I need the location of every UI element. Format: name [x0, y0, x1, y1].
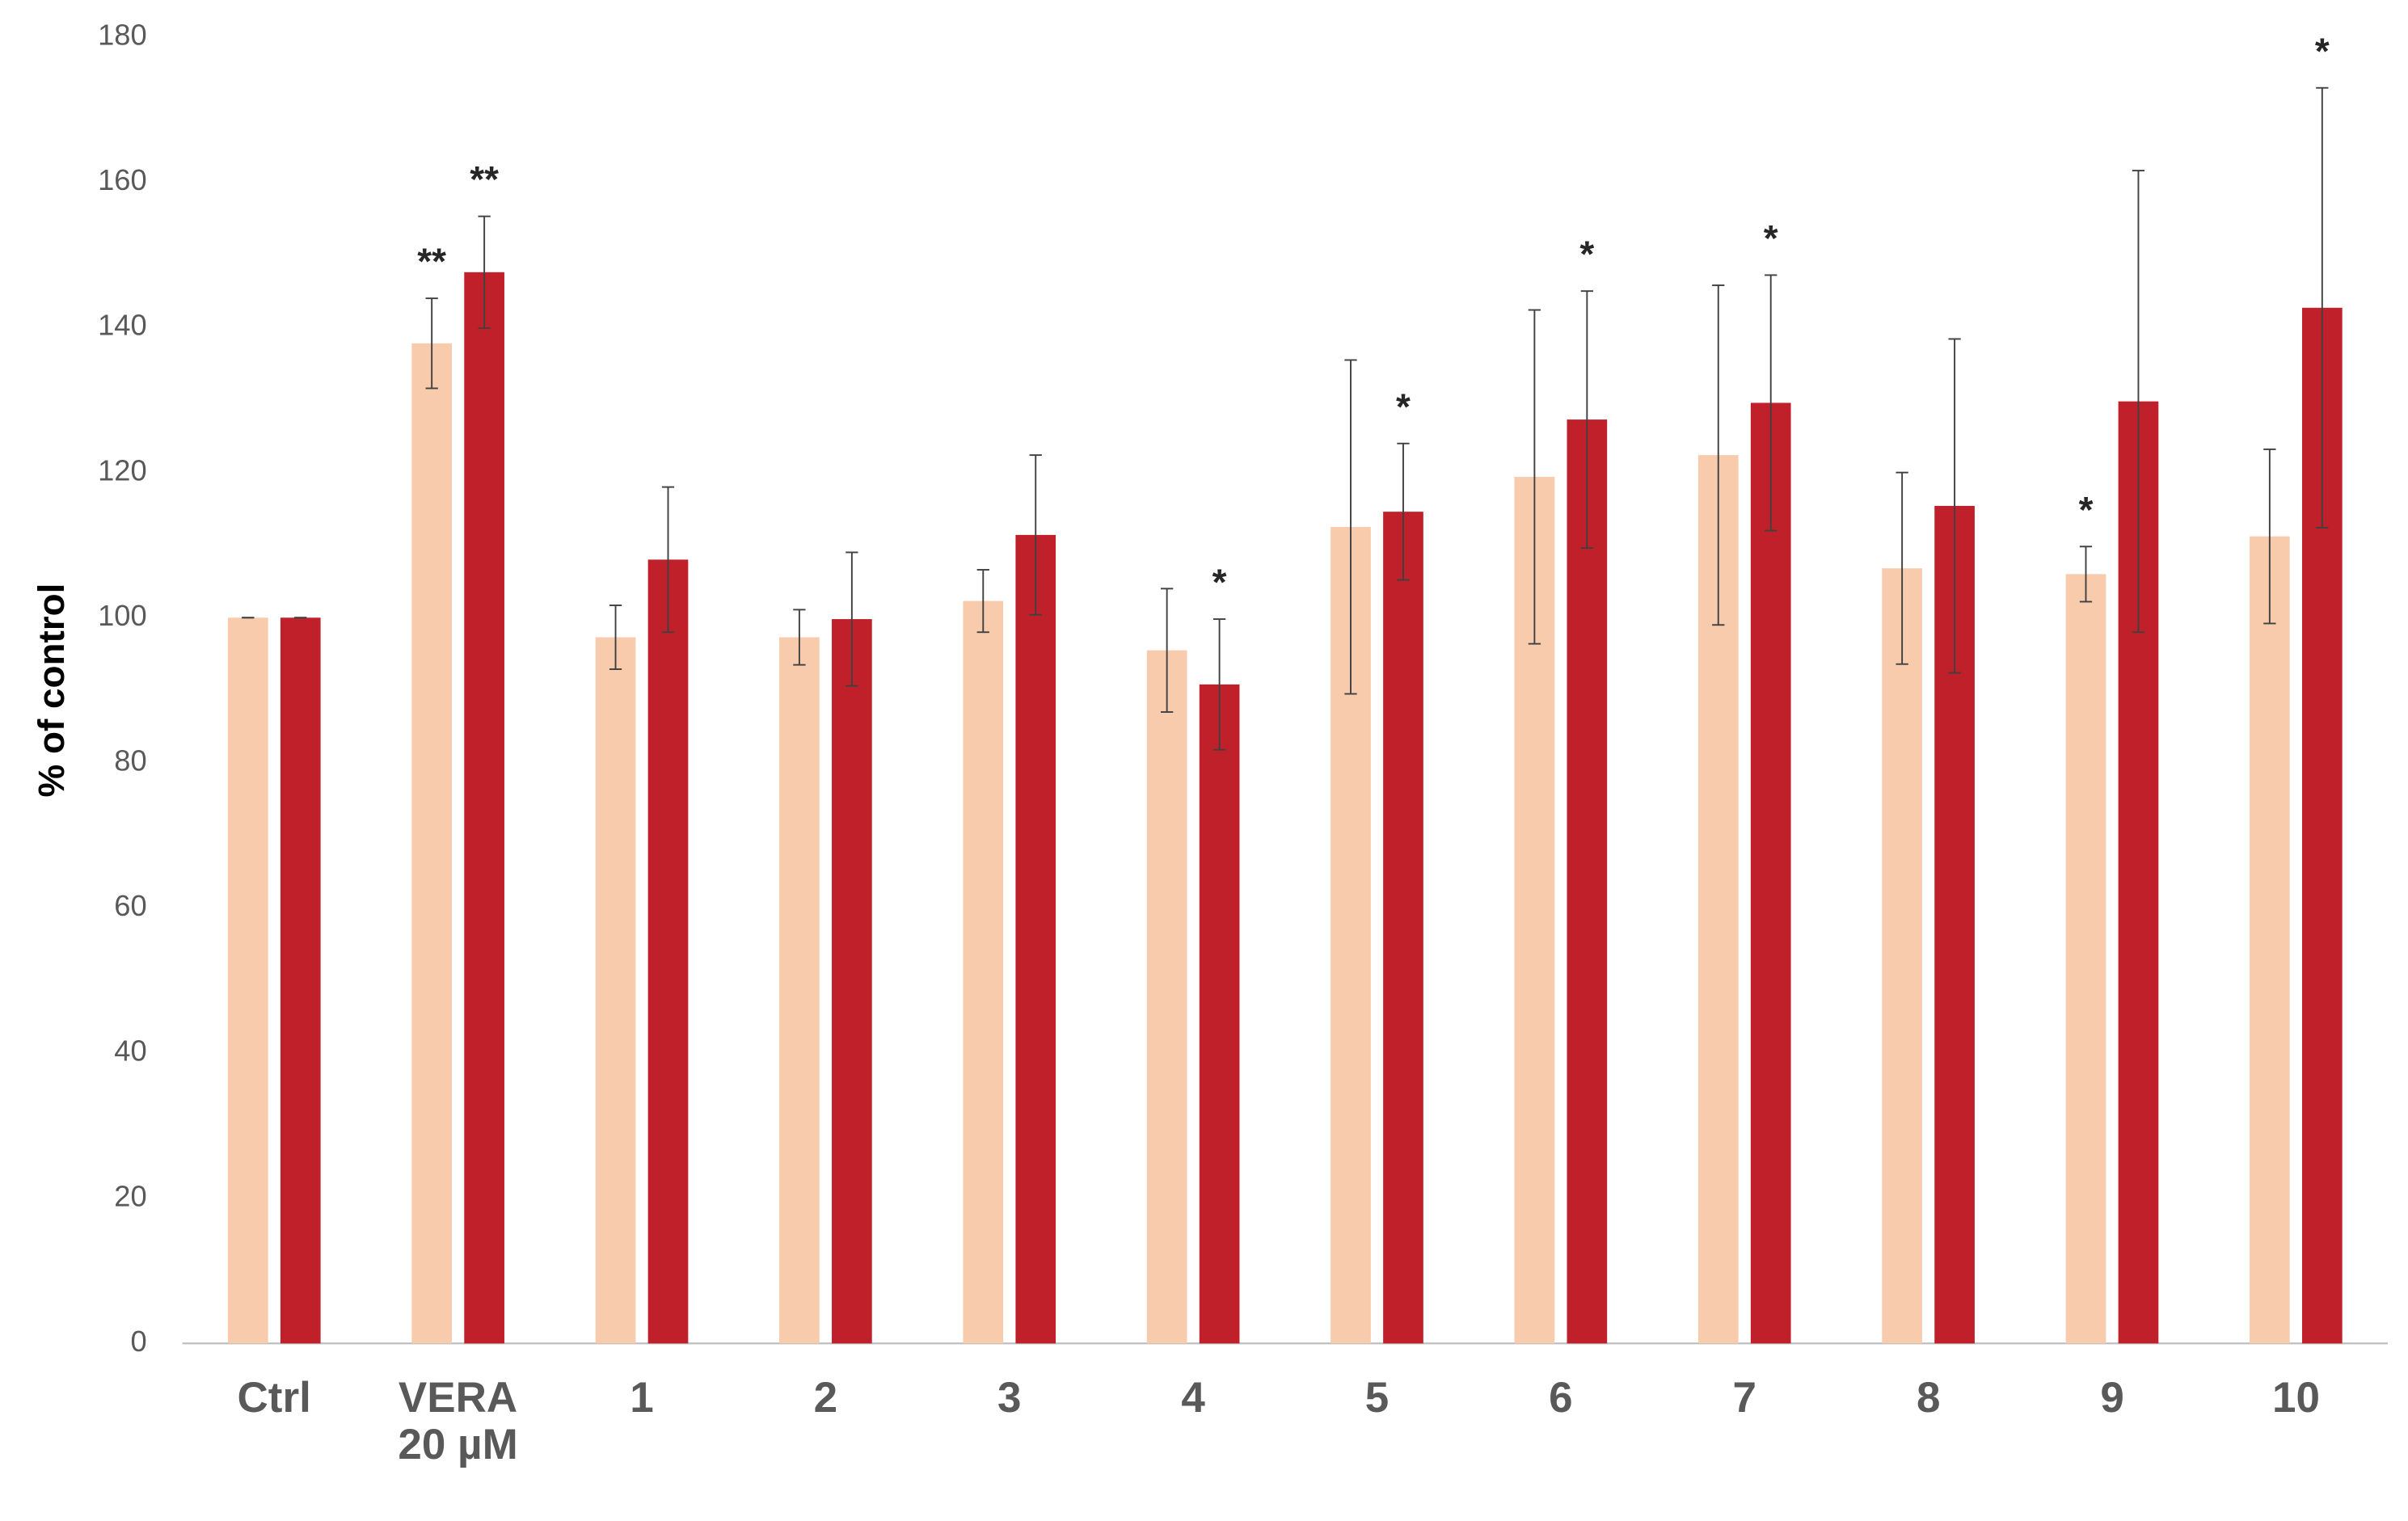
error-bar: [1344, 359, 1357, 695]
significance-label: *: [1579, 233, 1594, 275]
error-bar: [661, 486, 675, 634]
y-tick-label: 140: [98, 309, 147, 342]
y-tick-label: 0: [130, 1325, 146, 1358]
bar: [2250, 536, 2290, 1344]
bar: [779, 637, 820, 1344]
bar: [1199, 684, 1240, 1344]
bar: [647, 559, 689, 1344]
error-bar: [2079, 546, 2093, 603]
bar: [227, 617, 268, 1344]
error-bar: [609, 605, 622, 670]
y-tick-label: 120: [98, 453, 147, 487]
bar: [1383, 512, 1423, 1344]
x-tick-label: 3: [997, 1373, 1022, 1422]
x-tick-label: 10: [2271, 1373, 2320, 1422]
y-tick-label: 60: [114, 889, 146, 922]
error-bar: [1896, 471, 1908, 665]
x-tick-label: 4: [1181, 1373, 1205, 1422]
error-bar: [1765, 274, 1778, 532]
error-bar: [1212, 618, 1226, 751]
error-bar: [1580, 290, 1593, 550]
bar: [280, 617, 321, 1344]
error-bar: [1029, 454, 1042, 616]
error-bar: [846, 551, 858, 687]
significance-label: *: [1212, 561, 1227, 603]
y-tick-label: 40: [114, 1034, 146, 1068]
bar: [1882, 568, 1922, 1344]
error-bar: [2316, 86, 2329, 529]
x-tick-label: 9: [2100, 1373, 2124, 1422]
y-tick-label: 20: [114, 1179, 146, 1212]
error-bar: [1948, 338, 1961, 674]
error-bar: [2263, 448, 2276, 625]
bar: [2065, 574, 2106, 1344]
error-bar: [1161, 588, 1174, 713]
y-tick-label: 100: [98, 599, 147, 632]
y-tick-label: 180: [98, 18, 147, 51]
significance-label: *: [1764, 217, 1778, 259]
y-axis-label: % of control: [30, 584, 72, 798]
x-tick-label: 2: [813, 1373, 838, 1422]
significance-label: **: [470, 158, 499, 200]
y-tick-label: 160: [98, 163, 147, 196]
x-tick-label: Ctrl: [237, 1373, 311, 1422]
x-tick-label: 5: [1364, 1373, 1390, 1422]
x-tick-label: 6: [1549, 1373, 1573, 1422]
bar: [1146, 650, 1187, 1344]
bar: [1015, 534, 1056, 1344]
error-bar: [976, 569, 989, 634]
error-bar: [1528, 309, 1541, 645]
bar: [832, 619, 872, 1344]
bar: [1750, 402, 1791, 1344]
bar: [1567, 419, 1608, 1344]
significance-label: **: [417, 240, 446, 282]
bar: [464, 272, 504, 1344]
x-tick-label: 7: [1732, 1373, 1757, 1422]
error-bar: [478, 215, 491, 329]
error-bar: [1397, 442, 1410, 581]
bar: [963, 600, 1004, 1344]
y-tick-label: 80: [114, 744, 146, 777]
significance-label: *: [2079, 488, 2094, 530]
x-tick-label: 8: [1916, 1373, 1941, 1422]
x-tick-label: VERA 20 µM: [398, 1373, 518, 1468]
significance-label: *: [1396, 386, 1411, 428]
x-tick-label: 1: [630, 1373, 654, 1422]
error-bar: [1712, 284, 1725, 626]
bar: [411, 343, 453, 1344]
bar: [595, 637, 636, 1344]
error-bar: [793, 609, 806, 666]
significance-label: *: [2315, 30, 2330, 72]
error-bar: [2132, 170, 2145, 634]
error-bar: [425, 297, 438, 390]
